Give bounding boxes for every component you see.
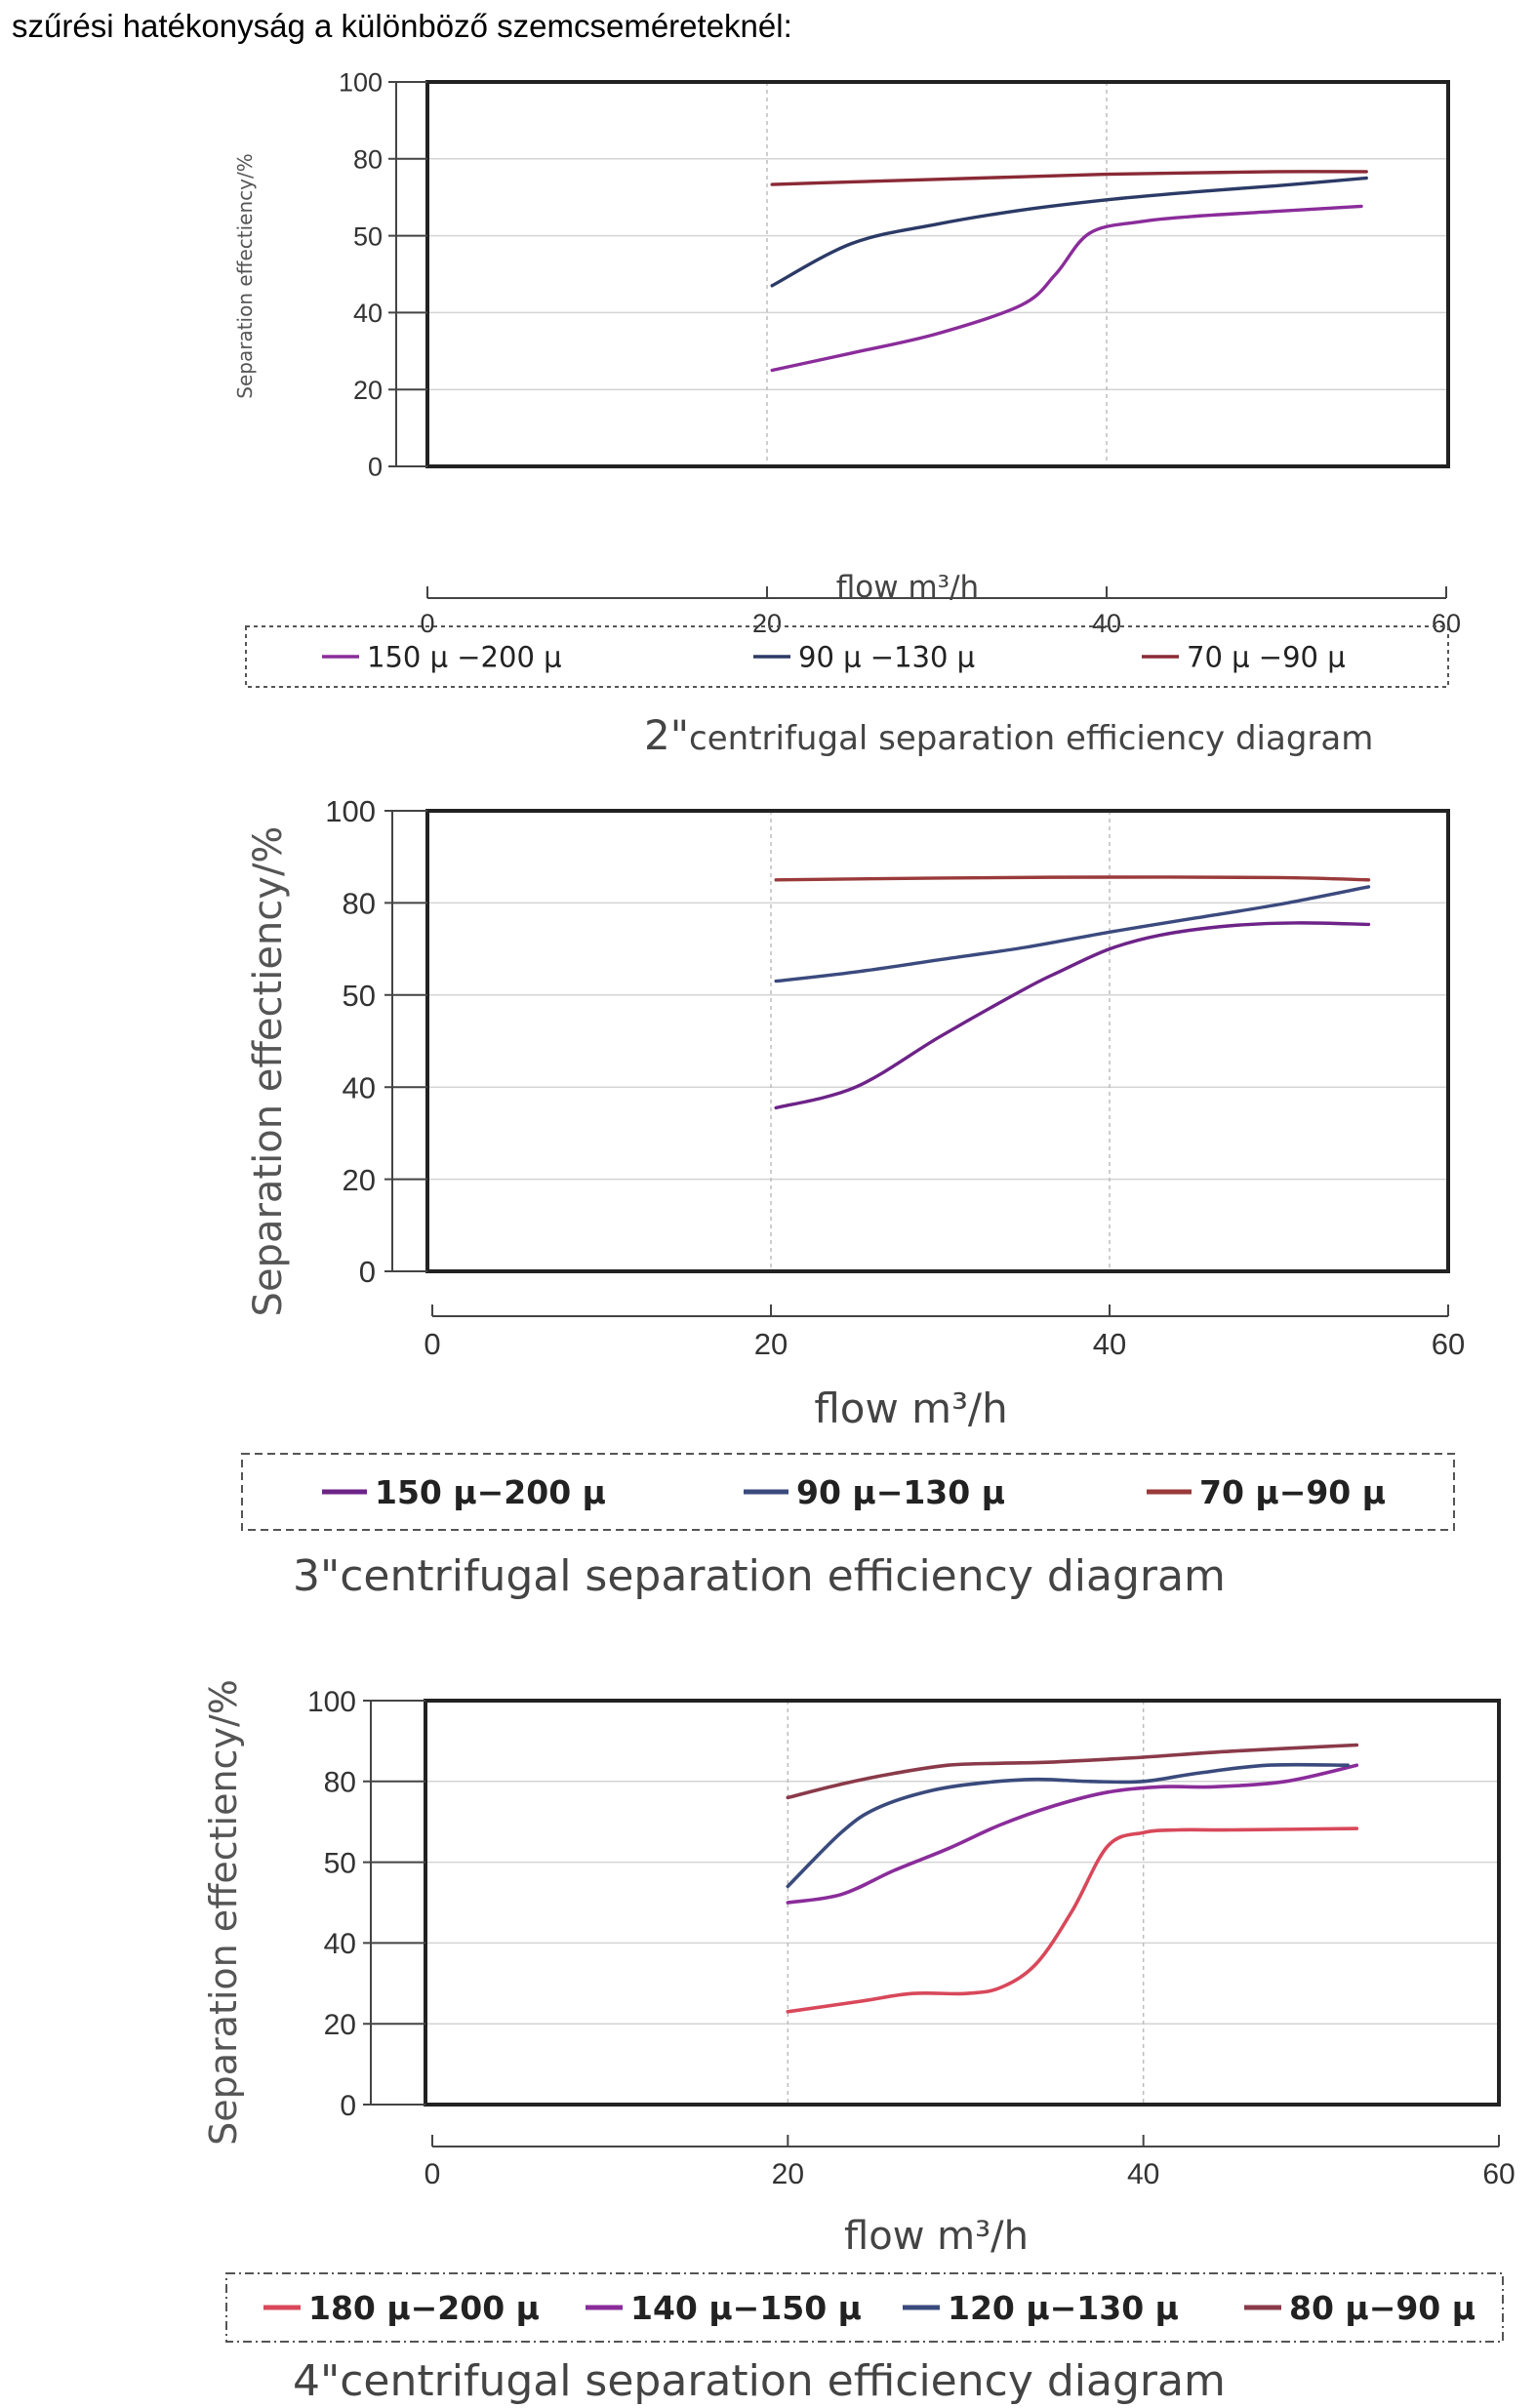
chart-caption: 4"centrifugal separation efficiency diag… bbox=[293, 2356, 1226, 2406]
x-tick-label: 0 bbox=[424, 2158, 441, 2190]
y-tick-label: 0 bbox=[359, 1255, 376, 1289]
legend-entry: 70 μ −90 μ bbox=[1187, 640, 1346, 673]
x-tick-label: 20 bbox=[752, 609, 782, 638]
legend-entry: 180 μ−200 μ bbox=[308, 2289, 540, 2327]
y-tick-label: 50 bbox=[343, 979, 376, 1013]
chart-caption: 3"centrifugal separation efficiency diag… bbox=[293, 1551, 1226, 1601]
legend-entry: 90 μ −130 μ bbox=[798, 640, 975, 673]
legend-box bbox=[241, 1453, 1455, 1531]
y-tick-label: 20 bbox=[353, 376, 383, 405]
caption-mark: 2" bbox=[644, 711, 689, 759]
chart-caption: 2"centrifugal separation efficiency diag… bbox=[644, 711, 1373, 759]
x-tick-label: 0 bbox=[424, 1327, 440, 1361]
series-line-1 bbox=[770, 204, 1363, 373]
caption-text: centrifugal separation efficiency diagra… bbox=[340, 2356, 1226, 2406]
chart-3: 0 20 40 50 80 100 0 20 40 60 flow m³/h Separation e… bbox=[202, 1679, 1516, 2406]
y-tick-label: 40 bbox=[324, 1928, 356, 1960]
series-line-3 bbox=[770, 170, 1368, 186]
y-tick-label: 80 bbox=[353, 145, 383, 175]
series-line-2 bbox=[770, 176, 1368, 288]
plot-frame bbox=[425, 80, 1450, 468]
series-line-3 bbox=[786, 1762, 1350, 1889]
caption-mark: 4" bbox=[293, 2356, 340, 2406]
y-tick-label: 40 bbox=[353, 299, 383, 328]
plot-frame bbox=[424, 1699, 1501, 2107]
series-line-3 bbox=[774, 875, 1371, 882]
caption-text: centrifugal separation efficiency diagra… bbox=[689, 719, 1373, 758]
caption-mark: 3" bbox=[293, 1551, 340, 1601]
y-tick-label: 100 bbox=[339, 68, 383, 98]
x-tick-label: 40 bbox=[1127, 2158, 1159, 2190]
legend-box bbox=[245, 625, 1449, 688]
y-tick-label: 100 bbox=[325, 794, 376, 828]
y-tick-label: 50 bbox=[324, 1847, 356, 1879]
legend-entry: 80 μ−90 μ bbox=[1289, 2289, 1475, 2327]
legend-box bbox=[225, 2272, 1504, 2343]
x-tick-label: 60 bbox=[1482, 2158, 1515, 2190]
page-heading: szűrési hatékonyság a különböző szemcsem… bbox=[12, 8, 792, 44]
x-tick-label: 40 bbox=[1092, 609, 1121, 638]
chart-1: 0 20 40 50 80 100 0 20 40 60 flow m³/h Separation e… bbox=[233, 68, 1461, 759]
series-line-2 bbox=[786, 1763, 1359, 1905]
y-tick-label: 0 bbox=[368, 453, 383, 482]
x-axis-title: flow m³/h bbox=[844, 2214, 1029, 2259]
series-line-4 bbox=[786, 1743, 1359, 1800]
y-tick-label: 20 bbox=[324, 2009, 356, 2041]
y-axis-title: Separation effectiency/% bbox=[202, 1679, 245, 2146]
plot-frame bbox=[425, 809, 1450, 1273]
x-tick-label: 20 bbox=[754, 1327, 788, 1361]
legend-entry: 70 μ−90 μ bbox=[1199, 1473, 1386, 1511]
legend-entry: 150 μ−200 μ bbox=[375, 1473, 606, 1511]
legend-entry: 120 μ−130 μ bbox=[948, 2289, 1179, 2327]
x-axis-title: flow m³/h bbox=[814, 1385, 1007, 1432]
x-tick-label: 60 bbox=[1432, 1327, 1465, 1361]
y-tick-label: 100 bbox=[307, 1686, 356, 1718]
y-tick-label: 20 bbox=[343, 1163, 376, 1197]
y-tick-label: 50 bbox=[353, 221, 383, 251]
y-tick-label: 80 bbox=[324, 1767, 356, 1799]
y-tick-label: 0 bbox=[340, 2090, 356, 2122]
legend-entry: 140 μ−150 μ bbox=[630, 2289, 862, 2327]
x-tick-label: 20 bbox=[772, 2158, 804, 2190]
series-line-1 bbox=[774, 921, 1371, 1110]
x-tick-label: 60 bbox=[1432, 609, 1461, 638]
x-tick-label: 40 bbox=[1093, 1327, 1126, 1361]
caption-text: centrifugal separation efficiency diagra… bbox=[340, 1551, 1226, 1601]
series-line-2 bbox=[774, 885, 1371, 983]
x-axis-title: flow m³/h bbox=[836, 570, 979, 605]
y-tick-label: 40 bbox=[343, 1070, 376, 1104]
y-axis-title: Separation effectiency/% bbox=[233, 153, 257, 398]
legend-entry: 90 μ−130 μ bbox=[796, 1473, 1005, 1511]
legend-entry: 150 μ −200 μ bbox=[367, 640, 562, 673]
x-tick-label: 0 bbox=[420, 609, 434, 638]
series-line-1 bbox=[786, 1826, 1359, 2014]
y-tick-label: 80 bbox=[343, 887, 376, 921]
chart-2: 0 20 40 50 80 100 0 20 40 60 flow m³/h Separation e… bbox=[241, 794, 1465, 1601]
y-axis-title: Separation effectiency/% bbox=[246, 826, 291, 1317]
